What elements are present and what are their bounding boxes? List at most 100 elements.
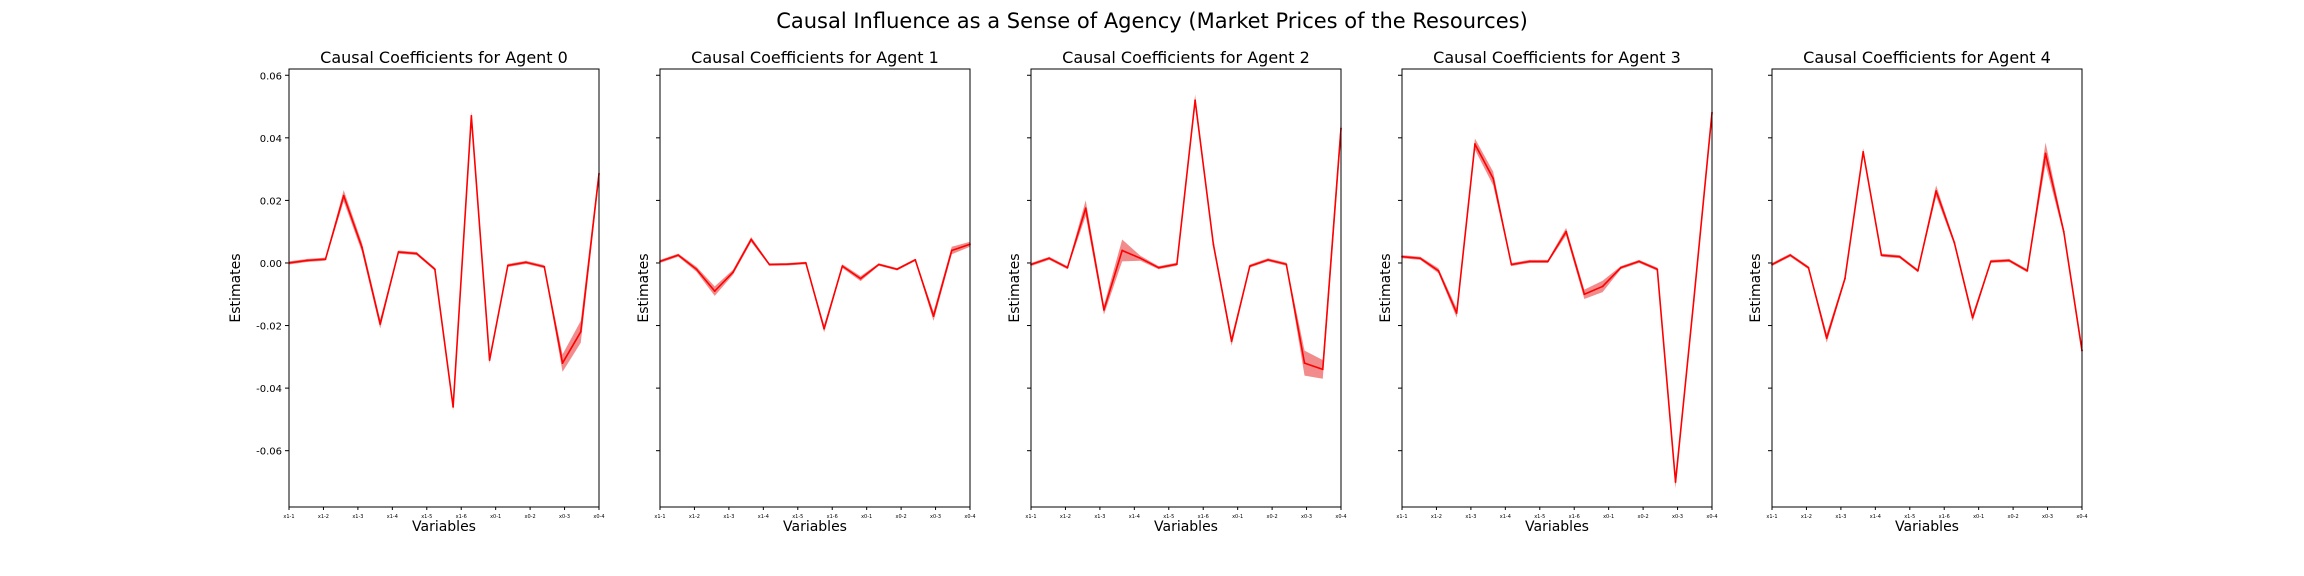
data-point — [860, 278, 862, 280]
y-axis-label: Estimates — [636, 253, 652, 322]
data-point — [732, 271, 734, 273]
data-point — [361, 246, 363, 248]
x-axis-label: Variables — [1895, 519, 1959, 535]
x-tick-label: x0-1 — [490, 514, 501, 520]
data-point — [933, 315, 935, 317]
x-tick-label: x0-4 — [2076, 514, 2087, 520]
data-point — [325, 258, 327, 260]
data-point — [416, 253, 418, 255]
data-point — [1474, 143, 1476, 145]
data-point — [1492, 178, 1494, 180]
x-tick-label: x1-1 — [1766, 514, 1777, 520]
data-point — [2045, 153, 2047, 155]
x-tick-label: x0-1 — [1973, 514, 1984, 520]
data-point — [489, 359, 491, 361]
data-point — [1565, 231, 1567, 233]
data-point — [1547, 261, 1549, 263]
data-point — [1511, 264, 1513, 266]
data-point — [507, 265, 509, 267]
subplot-title: Causal Coefficients for Agent 4 — [1803, 48, 2051, 67]
data-point — [1935, 190, 1937, 192]
figure-title: Causal Influence as a Sense of Agency (M… — [776, 9, 1528, 33]
data-point — [1638, 261, 1640, 263]
x-tick-label: x1-2 — [1060, 514, 1071, 520]
data-point — [1789, 254, 1791, 256]
y-tick-label: 0.06 — [260, 71, 282, 82]
x-tick-label: x1-3 — [352, 514, 363, 520]
x-tick-label: x1-2 — [318, 514, 329, 520]
x-tick-label: x1-4 — [1129, 514, 1140, 520]
data-point — [1103, 309, 1105, 311]
data-point — [896, 268, 898, 270]
x-tick-label: x0-4 — [1335, 514, 1346, 520]
data-point — [1990, 261, 1992, 263]
data-point — [750, 239, 752, 241]
subplot-title: Causal Coefficients for Agent 0 — [320, 48, 568, 67]
data-point — [1140, 257, 1142, 259]
data-point — [1285, 263, 1287, 265]
x-tick-label: x1-4 — [1870, 514, 1881, 520]
y-axis-label: Estimates — [1748, 253, 1764, 322]
data-point — [434, 268, 436, 270]
data-point — [1826, 337, 1828, 339]
x-axis-label: Variables — [412, 519, 476, 535]
data-point — [1972, 317, 1974, 319]
x-tick-label: x1-3 — [1094, 514, 1105, 520]
x-tick-label: x1-1 — [1396, 514, 1407, 520]
data-point — [2063, 231, 2065, 233]
data-point — [1048, 257, 1050, 259]
y-tick-label: -0.02 — [256, 322, 282, 333]
data-point — [1917, 270, 1919, 272]
x-tick-label: x0-2 — [2008, 514, 2019, 520]
x-tick-label: x0-1 — [1232, 514, 1243, 520]
subplot-title: Causal Coefficients for Agent 1 — [691, 48, 939, 67]
x-tick-label: x1-2 — [689, 514, 700, 520]
data-point — [1085, 207, 1087, 209]
data-point — [1881, 254, 1883, 256]
data-point — [1438, 270, 1440, 272]
data-point — [878, 264, 880, 266]
data-point — [1583, 293, 1585, 295]
data-point — [841, 265, 843, 267]
data-point — [1212, 243, 1214, 245]
x-tick-label: x1-2 — [1801, 514, 1812, 520]
x-axis-label: Variables — [1525, 519, 1589, 535]
data-point — [379, 323, 381, 325]
data-point — [2008, 260, 2010, 262]
x-tick-label: x0-2 — [896, 514, 907, 520]
x-tick-label: x1-2 — [1431, 514, 1442, 520]
x-axis-label: Variables — [1154, 519, 1218, 535]
x-tick-label: x0-3 — [559, 514, 570, 520]
data-point — [580, 331, 582, 333]
data-point — [1194, 99, 1196, 101]
y-axis-label: Estimates — [1378, 253, 1394, 322]
x-tick-label: x0-2 — [1267, 514, 1278, 520]
data-point — [1899, 256, 1901, 258]
data-point — [398, 251, 400, 253]
data-point — [1158, 267, 1160, 269]
y-tick-label: -0.04 — [256, 384, 282, 395]
x-tick-label: x1-1 — [1025, 514, 1036, 520]
x-tick-label: x1-4 — [758, 514, 769, 520]
data-point — [343, 195, 345, 197]
data-point — [562, 362, 564, 364]
data-point — [805, 262, 807, 264]
data-point — [1693, 300, 1695, 302]
x-tick-label: x0-4 — [593, 514, 604, 520]
y-tick-label: -0.06 — [256, 447, 282, 458]
data-point — [769, 264, 771, 266]
data-point — [1456, 312, 1458, 314]
subplot-title: Causal Coefficients for Agent 3 — [1433, 48, 1681, 67]
data-point — [1304, 362, 1306, 364]
data-point — [951, 250, 953, 252]
data-point — [1419, 257, 1421, 259]
x-tick-label: x1-1 — [654, 514, 665, 520]
x-tick-label: x1-3 — [723, 514, 734, 520]
data-point — [1529, 261, 1531, 263]
data-point — [1953, 242, 1955, 244]
data-point — [1620, 267, 1622, 269]
data-point — [714, 290, 716, 292]
data-point — [1322, 368, 1324, 370]
